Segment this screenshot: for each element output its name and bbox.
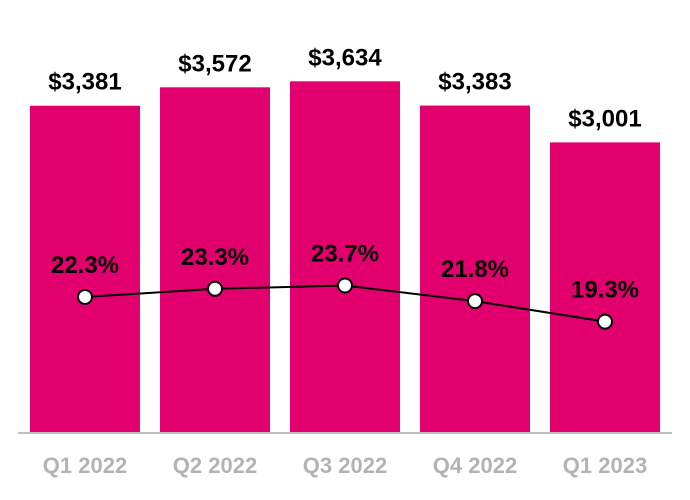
category-axis-labels: Q1 2022 Q2 2022 Q3 2022 Q4 2022 Q1 2023	[43, 453, 647, 478]
bar-value-label-2: $3,634	[308, 44, 382, 71]
margin-value-label-2: 23.7%	[311, 241, 379, 268]
category-label-3: Q4 2022	[433, 453, 517, 478]
category-label-1: Q2 2022	[173, 453, 257, 478]
margin-marker-4	[597, 313, 613, 330]
margin-marker-2	[337, 277, 353, 294]
bar-value-label-4: $3,001	[568, 105, 641, 132]
bar-value-label-1: $3,572	[178, 50, 251, 77]
category-label-2: Q3 2022	[303, 453, 387, 478]
margin-marker-0	[77, 289, 93, 305]
bar-value-labels: $3,381 $3,572 $3,634 $3,383 $3,001	[48, 44, 641, 132]
margin-value-label-4: 19.3%	[571, 277, 639, 304]
margin-marker-1	[207, 280, 223, 297]
margin-value-label-3: 21.8%	[441, 256, 509, 283]
bar-value-label-0: $3,381	[48, 69, 121, 96]
bar-0	[30, 105, 140, 433]
margin-line-series	[77, 277, 613, 330]
margin-marker-3	[467, 293, 483, 310]
bar-value-label-3: $3,383	[438, 69, 511, 96]
margin-value-label-0: 22.3%	[51, 252, 119, 279]
category-label-0: Q1 2022	[43, 453, 127, 478]
bar-series	[30, 81, 660, 433]
category-label-4: Q1 2023	[563, 453, 647, 478]
margin-value-labels: 22.3% 23.3% 23.7% 21.8% 19.3%	[51, 241, 639, 304]
bar-4	[550, 142, 660, 432]
margin-value-label-1: 23.3%	[181, 244, 249, 271]
bar-2	[290, 81, 400, 432]
bar-1	[160, 87, 270, 432]
bar-3	[420, 105, 530, 432]
